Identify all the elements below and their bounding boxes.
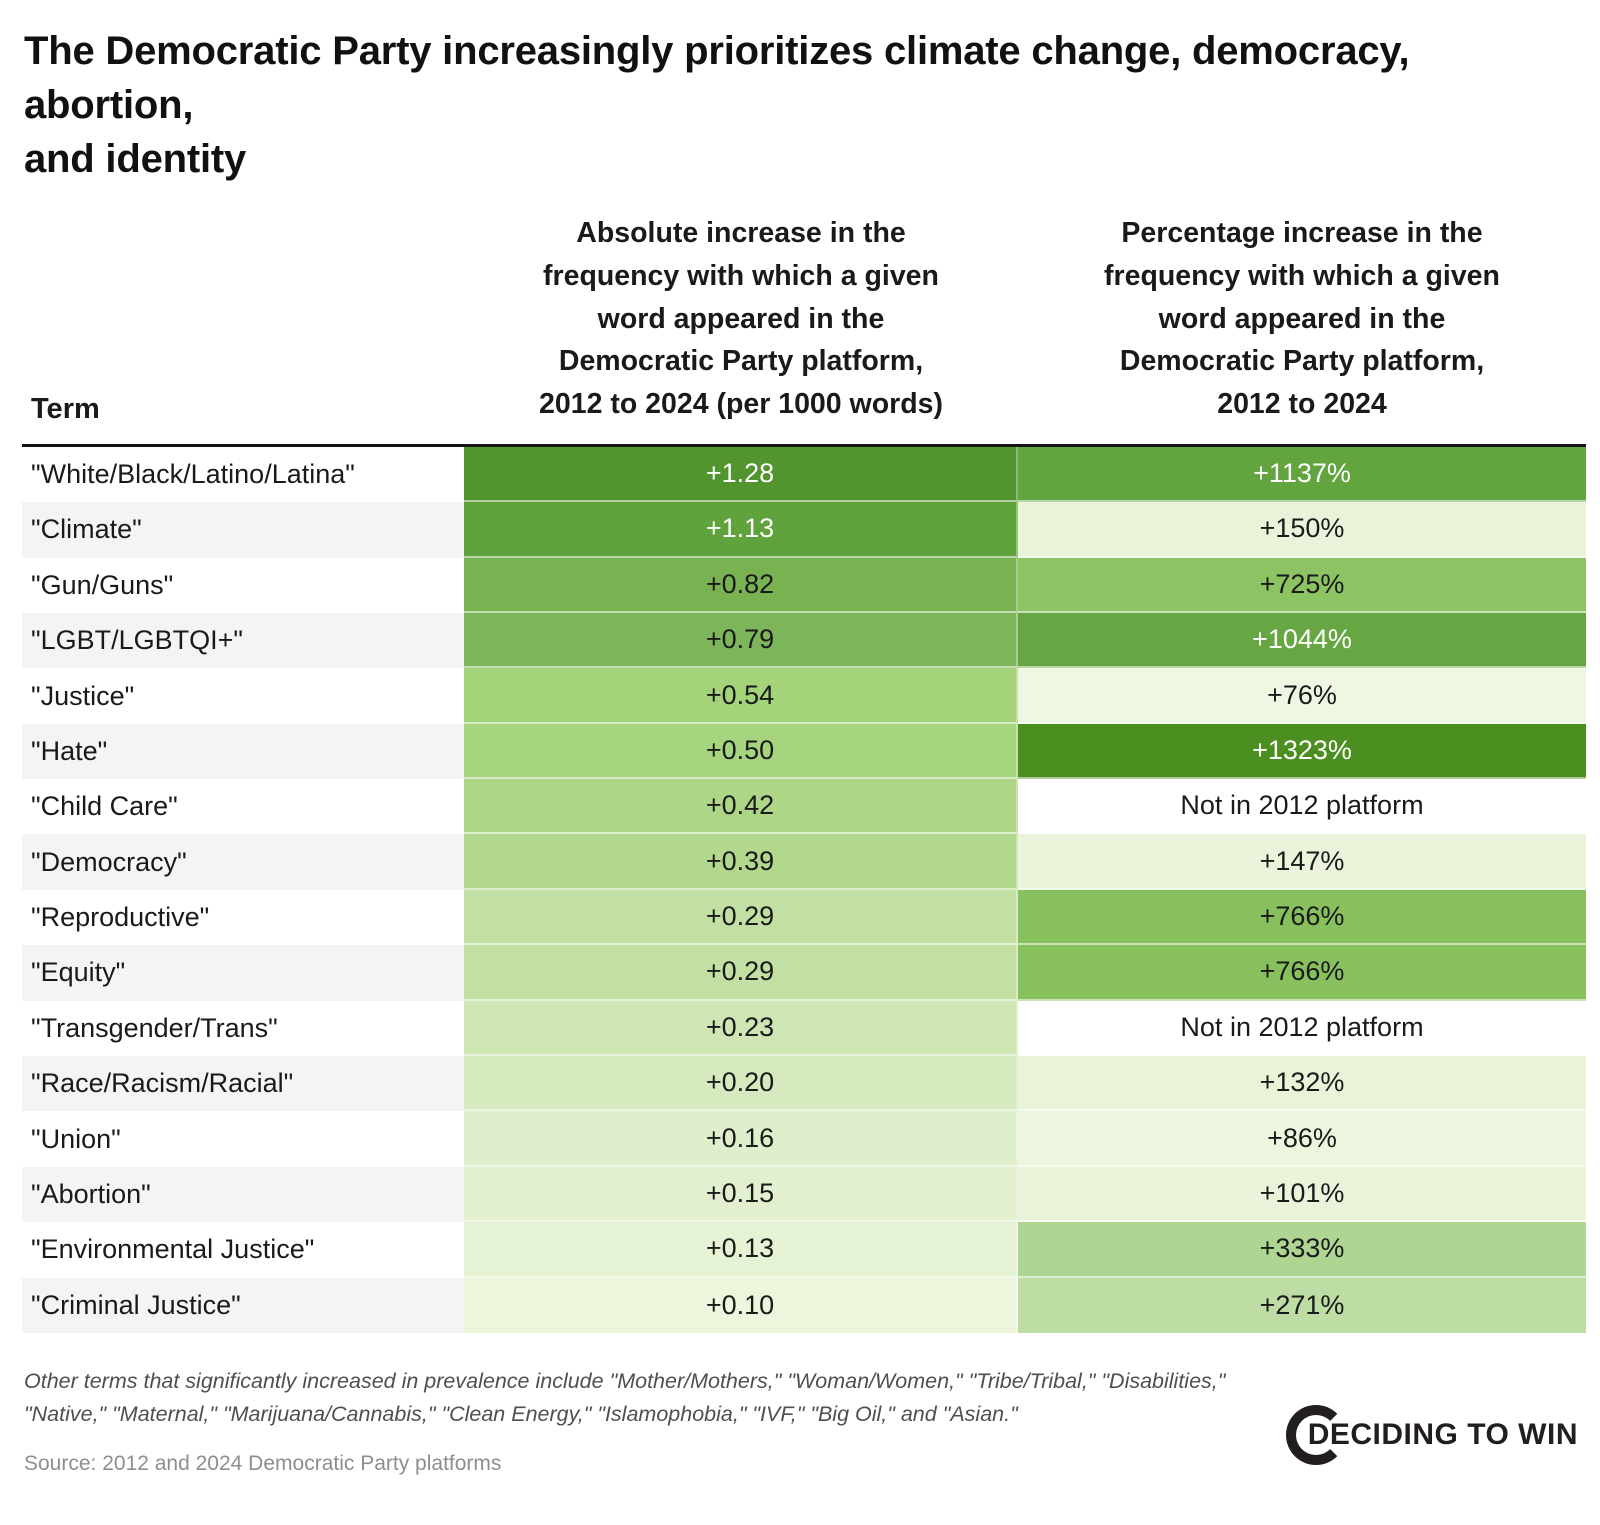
term-cell: "Abortion" xyxy=(22,1166,464,1223)
table-row: "Democracy" +0.39 +147% xyxy=(22,834,1586,890)
percent-cell: Not in 2012 platform xyxy=(1018,1000,1586,1057)
term-cell: "Justice" xyxy=(22,668,464,724)
percent-cell: +725% xyxy=(1018,557,1586,613)
table-row: "Criminal Justice" +0.10 +271% xyxy=(22,1277,1586,1333)
percent-cell: +271% xyxy=(1018,1277,1586,1333)
absolute-cell: +0.42 xyxy=(464,779,1018,835)
percent-cell: Not in 2012 platform xyxy=(1018,779,1586,835)
absolute-cell: +0.16 xyxy=(464,1111,1018,1167)
term-cell: "Equity" xyxy=(22,945,464,1001)
percent-cell: +101% xyxy=(1018,1166,1586,1223)
term-cell: "Democracy" xyxy=(22,834,464,890)
absolute-cell: +1.28 xyxy=(464,446,1018,503)
percent-cell: +1323% xyxy=(1018,723,1586,780)
table-row: "Abortion" +0.15 +101% xyxy=(22,1166,1586,1223)
table-row: "Reproductive" +0.29 +766% xyxy=(22,889,1586,946)
footer: Other terms that significantly increased… xyxy=(22,1365,1586,1525)
percent-cell: +1044% xyxy=(1018,612,1586,669)
absolute-cell: +0.10 xyxy=(464,1277,1018,1333)
absolute-cell: +0.23 xyxy=(464,1000,1018,1057)
absolute-cell: +0.79 xyxy=(464,612,1018,669)
percent-cell: +766% xyxy=(1018,945,1586,1001)
absolute-cell: +0.29 xyxy=(464,889,1018,946)
table-row: "Hate" +0.50 +1323% xyxy=(22,723,1586,780)
header-rule xyxy=(22,443,1586,447)
term-cell: "Child Care" xyxy=(22,779,464,835)
term-cell: "White/Black/Latino/Latina" xyxy=(22,446,464,503)
term-cell: "Hate" xyxy=(22,723,464,780)
term-cell: "Union" xyxy=(22,1111,464,1167)
table-row: "Child Care" +0.42 Not in 2012 platform xyxy=(22,779,1586,835)
term-cell: "Reproductive" xyxy=(22,889,464,946)
term-cell: "Race/Racism/Racial" xyxy=(22,1056,464,1112)
term-cell: "Criminal Justice" xyxy=(22,1277,464,1333)
absolute-cell: +0.82 xyxy=(464,557,1018,613)
absolute-cell: +0.50 xyxy=(464,723,1018,780)
table-row: "Justice" +0.54 +76% xyxy=(22,668,1586,724)
absolute-cell: +0.39 xyxy=(464,834,1018,890)
absolute-cell: +0.20 xyxy=(464,1056,1018,1112)
percent-cell: +150% xyxy=(1018,502,1586,558)
column-header-percent: Percentage increase in the frequency wit… xyxy=(1104,217,1500,420)
table-row: "LGBT/LGBTQI+" +0.79 +1044% xyxy=(22,612,1586,669)
term-cell: "Environmental Justice" xyxy=(22,1222,464,1278)
percent-cell: +76% xyxy=(1018,668,1586,724)
percent-cell: +132% xyxy=(1018,1056,1586,1112)
table-row: "Gun/Guns" +0.82 +725% xyxy=(22,557,1586,613)
term-cell: "LGBT/LGBTQI+" xyxy=(22,612,464,669)
page-title: The Democratic Party increasingly priori… xyxy=(24,29,1410,181)
percent-cell: +766% xyxy=(1018,889,1586,946)
term-cell: "Gun/Guns" xyxy=(22,557,464,613)
term-cell: "Transgender/Trans" xyxy=(22,1000,464,1057)
table-body: "White/Black/Latino/Latina" +1.28 +1137% "C… xyxy=(22,446,1586,1333)
term-cell: "Climate" xyxy=(22,502,464,558)
column-header-absolute: Absolute increase in the frequency with … xyxy=(539,217,943,420)
table-header-row: Term Absolute increase in the frequency … xyxy=(22,212,1586,426)
table-row: "Race/Racism/Racial" +0.20 +132% xyxy=(22,1056,1586,1112)
percent-cell: +1137% xyxy=(1018,446,1586,503)
absolute-cell: +1.13 xyxy=(464,502,1018,558)
percent-cell: +86% xyxy=(1018,1111,1586,1167)
footnote: Other terms that significantly increased… xyxy=(24,1369,1226,1427)
table-row: "Climate" +1.13 +150% xyxy=(22,502,1586,558)
absolute-cell: +0.15 xyxy=(464,1166,1018,1223)
percent-cell: +147% xyxy=(1018,834,1586,890)
table-row: "White/Black/Latino/Latina" +1.28 +1137% xyxy=(22,446,1586,503)
table-row: "Equity" +0.29 +766% xyxy=(22,945,1586,1001)
absolute-cell: +0.54 xyxy=(464,668,1018,724)
percent-cell: +333% xyxy=(1018,1222,1586,1278)
table-row: "Union" +0.16 +86% xyxy=(22,1111,1586,1167)
column-header-term: Term xyxy=(31,392,100,425)
absolute-cell: +0.29 xyxy=(464,945,1018,1001)
brand-logo: DECIDING TO WIN xyxy=(1285,1405,1578,1465)
absolute-cell: +0.13 xyxy=(464,1222,1018,1278)
infographic-page: The Democratic Party increasingly priori… xyxy=(22,29,1586,1475)
logo-text: DECIDING TO WIN xyxy=(1307,1418,1578,1451)
table-row: "Environmental Justice" +0.13 +333% xyxy=(22,1222,1586,1278)
table-row: "Transgender/Trans" +0.23 Not in 2012 plat… xyxy=(22,1000,1586,1057)
